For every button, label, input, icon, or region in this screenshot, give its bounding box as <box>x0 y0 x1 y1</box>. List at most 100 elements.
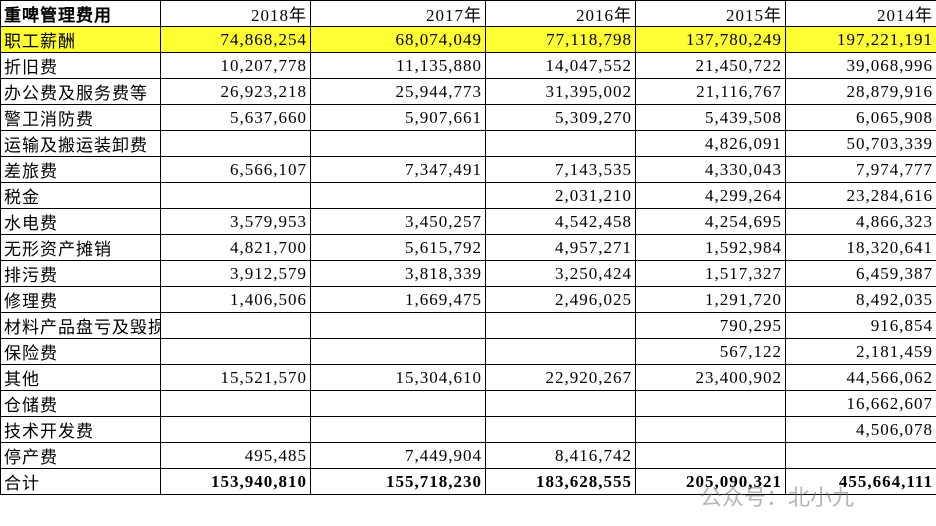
row-label: 折旧费 <box>0 52 161 79</box>
cell: 2014年 <box>785 0 936 27</box>
cell <box>635 416 786 443</box>
cell: 3,250,424 <box>485 260 636 287</box>
cell: 1,291,720 <box>635 286 786 313</box>
cell: 50,703,339 <box>785 130 936 157</box>
cell <box>160 338 311 365</box>
row-label: 技术开发费 <box>0 416 161 443</box>
cell: 7,347,491 <box>310 156 486 183</box>
cell <box>310 390 486 417</box>
row-label: 其他 <box>0 364 161 391</box>
cell: 2015年 <box>635 0 786 27</box>
cell: 4,866,323 <box>785 208 936 235</box>
table-row: 差旅费 6,566,107 7,347,491 7,143,535 4,330,043 7… <box>0 156 936 183</box>
table-row: 仓储费 16,662,607 <box>0 390 936 417</box>
table-row: 保险费 567,122 2,181,459 <box>0 338 936 365</box>
cell: 2,031,210 <box>485 182 636 209</box>
cell <box>310 416 486 443</box>
cell: 183,628,555 <box>485 468 636 495</box>
cell: 155,718,230 <box>310 468 486 495</box>
row-label: 水电费 <box>0 208 161 235</box>
cell: 7,143,535 <box>485 156 636 183</box>
table-row: 材料产品盘亏及毁损 790,295 916,854 <box>0 312 936 339</box>
cell: 25,944,773 <box>310 78 486 105</box>
row-label: 修理费 <box>0 286 161 313</box>
cell: 1,406,506 <box>160 286 311 313</box>
cell: 455,664,111 <box>785 468 936 495</box>
cell <box>310 130 486 157</box>
cell: 3,818,339 <box>310 260 486 287</box>
cell <box>310 182 486 209</box>
cell: 44,566,062 <box>785 364 936 391</box>
row-label: 税金 <box>0 182 161 209</box>
cell: 5,309,270 <box>485 104 636 131</box>
table-row: 重啤管理费用 2018年 2017年 2016年 2015年 2014年 <box>0 0 936 27</box>
cell: 2017年 <box>310 0 486 27</box>
table-row: 技术开发费 4,506,078 <box>0 416 936 443</box>
cell: 4,542,458 <box>485 208 636 235</box>
cell: 6,065,908 <box>785 104 936 131</box>
cell <box>160 390 311 417</box>
cell: 21,450,722 <box>635 52 786 79</box>
cell: 8,416,742 <box>485 442 636 469</box>
cell: 4,957,271 <box>485 234 636 261</box>
cell: 22,920,267 <box>485 364 636 391</box>
cell: 74,868,254 <box>160 26 311 53</box>
cell: 1,669,475 <box>310 286 486 313</box>
table-row: 修理费 1,406,506 1,669,475 2,496,025 1,291,720 8… <box>0 286 936 313</box>
table-row: 税金 2,031,210 4,299,264 23,284,616 <box>0 182 936 209</box>
cell: 31,395,002 <box>485 78 636 105</box>
table-row: 无形资产摊销 4,821,700 5,615,792 4,957,271 1,592,9… <box>0 234 936 261</box>
cell <box>485 312 636 339</box>
watermark: 公众号：北小九 <box>700 486 855 511</box>
table-row: 水电费 3,579,953 3,450,257 4,542,458 4,254,695 4… <box>0 208 936 235</box>
row-label: 职工薪酬 <box>0 26 161 53</box>
cell: 4,821,700 <box>160 234 311 261</box>
cell <box>160 130 311 157</box>
cell: 77,118,798 <box>485 26 636 53</box>
cell: 2016年 <box>485 0 636 27</box>
cell: 6,566,107 <box>160 156 311 183</box>
cell: 68,074,049 <box>310 26 486 53</box>
row-label: 合计 <box>0 468 161 495</box>
cell: 8,492,035 <box>785 286 936 313</box>
cell: 153,940,810 <box>160 468 311 495</box>
cell: 3,912,579 <box>160 260 311 287</box>
cell: 2,496,025 <box>485 286 636 313</box>
cell <box>310 312 486 339</box>
row-label: 仓储费 <box>0 390 161 417</box>
cell: 39,068,996 <box>785 52 936 79</box>
cell: 3,579,953 <box>160 208 311 235</box>
cell: 14,047,552 <box>485 52 636 79</box>
table-body: 重啤管理费用 2018年 2017年 2016年 2015年 2014年 职工薪酬 74,86… <box>0 0 936 495</box>
cell <box>160 416 311 443</box>
row-label: 办公费及服务费等 <box>0 78 161 105</box>
cell: 5,615,792 <box>310 234 486 261</box>
cell: 3,450,257 <box>310 208 486 235</box>
table-row: 运输及搬运装卸费 4,826,091 50,703,339 <box>0 130 936 157</box>
row-label: 停产费 <box>0 442 161 469</box>
cell: 916,854 <box>785 312 936 339</box>
row-label: 材料产品盘亏及毁损 <box>0 312 161 339</box>
row-label: 保险费 <box>0 338 161 365</box>
cell: 4,506,078 <box>785 416 936 443</box>
cell: 1,592,984 <box>635 234 786 261</box>
row-label: 运输及搬运装卸费 <box>0 130 161 157</box>
table-row: 办公费及服务费等 26,923,218 25,944,773 31,395,002 21… <box>0 78 936 105</box>
cell <box>485 390 636 417</box>
cell <box>635 390 786 417</box>
cell <box>160 312 311 339</box>
table-row: 职工薪酬 74,868,254 68,074,049 77,118,798 137,78… <box>0 26 936 53</box>
row-label: 警卫消防费 <box>0 104 161 131</box>
cell <box>785 442 936 469</box>
cell: 4,299,264 <box>635 182 786 209</box>
cell <box>485 338 636 365</box>
table-row: 其他 15,521,570 15,304,610 22,920,267 23,400,9… <box>0 364 936 391</box>
table-row: 折旧费 10,207,778 11,135,880 14,047,552 21,450,… <box>0 52 936 79</box>
table-row: 警卫消防费 5,637,660 5,907,661 5,309,270 5,439,50… <box>0 104 936 131</box>
table-row: 停产费 495,485 7,449,904 8,416,742 <box>0 442 936 469</box>
cell: 5,907,661 <box>310 104 486 131</box>
cell: 23,400,902 <box>635 364 786 391</box>
cell: 1,517,327 <box>635 260 786 287</box>
row-label: 重啤管理费用 <box>0 0 161 27</box>
cell: 2018年 <box>160 0 311 27</box>
